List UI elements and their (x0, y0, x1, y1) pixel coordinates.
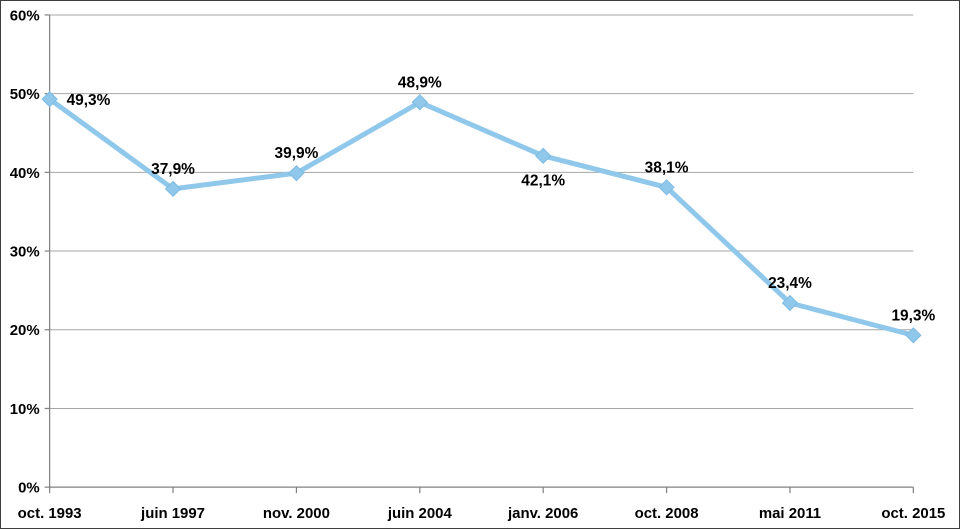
data-point-marker (535, 147, 552, 164)
data-point-label: 49,3% (67, 92, 111, 109)
data-point-marker (164, 180, 182, 198)
data-point-label: 38,1% (645, 159, 689, 176)
data-point-label: 48,9% (398, 74, 442, 91)
y-axis-tick-label: 30% (10, 244, 40, 261)
data-point-label: 39,9% (275, 145, 319, 162)
data-point-marker (658, 179, 675, 196)
y-axis-tick-label: 0% (18, 480, 40, 497)
x-axis-tick-label: nov. 2000 (263, 505, 330, 522)
x-axis-tick-label: oct. 2015 (881, 505, 945, 522)
data-point-marker (781, 294, 799, 312)
data-point-label: 42,1% (521, 173, 565, 190)
data-point-label: 23,4% (768, 275, 812, 292)
x-axis-tick-label: mai 2011 (759, 505, 821, 522)
y-axis-tick-label: 60% (10, 7, 40, 24)
data-point-label: 19,3% (891, 307, 935, 324)
x-axis-tick-label: janv. 2006 (507, 505, 578, 522)
y-axis-tick-label: 10% (10, 401, 40, 418)
y-axis-tick-label: 40% (10, 165, 40, 182)
data-point-marker (905, 327, 922, 344)
x-axis-tick-label: oct. 2008 (635, 505, 699, 522)
x-axis-tick-label: oct. 1993 (18, 505, 82, 522)
series-line (47, 96, 916, 338)
x-axis-tick-label: juin 2004 (387, 505, 453, 522)
data-point-marker (41, 90, 58, 108)
data-point-marker (411, 94, 428, 111)
x-axis-tick-label: juin 1997 (140, 505, 205, 522)
y-axis-tick-label: 50% (10, 86, 40, 103)
data-point-marker (288, 164, 305, 182)
data-point-label: 37,9% (151, 161, 195, 178)
y-axis-tick-label: 20% (10, 322, 40, 339)
